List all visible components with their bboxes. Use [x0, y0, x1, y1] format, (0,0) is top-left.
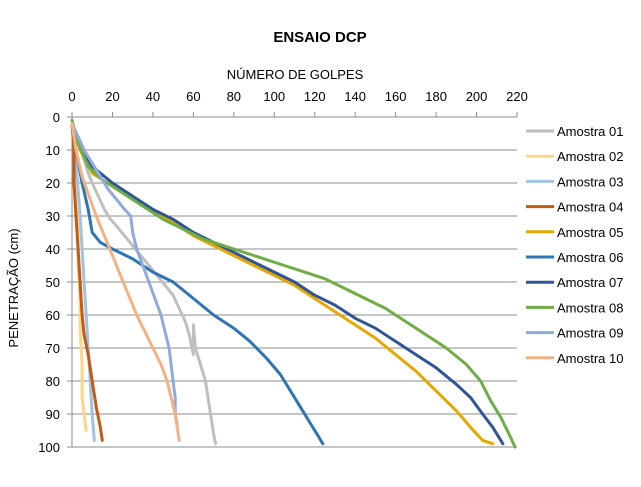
- legend-label: Amostra 06: [557, 250, 623, 265]
- chart-title: ENSAIO DCP: [273, 29, 366, 46]
- x-axis-title: NÚMERO DE GOLPES: [227, 67, 364, 82]
- x-tick-label: 120: [304, 89, 326, 104]
- series-line-01: [70, 122, 218, 446]
- axes: 0 10 20 30 40 50 60 70 80 90 100 0 20 40 60 80 100 120 140…: [38, 89, 528, 455]
- x-tick-label: 40: [146, 89, 160, 104]
- legend-label: Amostra 07: [557, 275, 623, 290]
- y-tick-label: 0: [53, 110, 60, 125]
- legend-label: Amostra 04: [557, 200, 623, 215]
- x-tick-label: 160: [385, 89, 407, 104]
- series-lines: [70, 118, 517, 449]
- y-tick-label: 100: [38, 440, 60, 455]
- x-tick-label: 60: [186, 89, 200, 104]
- legend-label: Amostra 09: [557, 326, 623, 341]
- y-tick-label: 30: [46, 209, 60, 224]
- x-tick-label: 80: [227, 89, 241, 104]
- x-tick-label: 20: [105, 89, 119, 104]
- y-tick-label: 60: [46, 308, 60, 323]
- series-line-09: [70, 122, 179, 426]
- y-tick-label: 50: [46, 275, 60, 290]
- series-line-08: [70, 118, 517, 449]
- legend-label: Amostra 03: [557, 174, 623, 189]
- series-line-06: [70, 122, 325, 446]
- x-tick-label: 100: [263, 89, 285, 104]
- y-tick-label: 90: [46, 407, 60, 422]
- series-line-07: [70, 122, 505, 446]
- y-tick-label: 10: [46, 143, 60, 158]
- legend-label: Amostra 05: [557, 225, 623, 240]
- y-tick-label: 70: [46, 341, 60, 356]
- series-line-05: [70, 122, 495, 446]
- legend-label: Amostra 02: [557, 149, 623, 164]
- x-tick-label: 200: [466, 89, 488, 104]
- series-line-03: [70, 122, 96, 442]
- x-tick-label: 220: [506, 89, 528, 104]
- y-tick-label: 20: [46, 176, 60, 191]
- y-tick-label: 80: [46, 374, 60, 389]
- legend-label: Amostra 01: [557, 124, 623, 139]
- y-tick-label: 40: [46, 242, 60, 257]
- x-tick-label: 140: [344, 89, 366, 104]
- series-line-04: [70, 122, 104, 442]
- legend-label: Amostra 10: [557, 351, 623, 366]
- y-axis-title: PENETRAÇÃO (cm): [6, 228, 21, 347]
- legend: Amostra 01 Amostra 02 Amostra 03 Amostra 04…: [526, 124, 623, 366]
- x-tick-label: 0: [68, 89, 75, 104]
- grid-lines: [72, 149, 517, 448]
- x-tick-label: 180: [425, 89, 447, 104]
- series-line-10: [70, 122, 181, 442]
- legend-label: Amostra 08: [557, 300, 623, 315]
